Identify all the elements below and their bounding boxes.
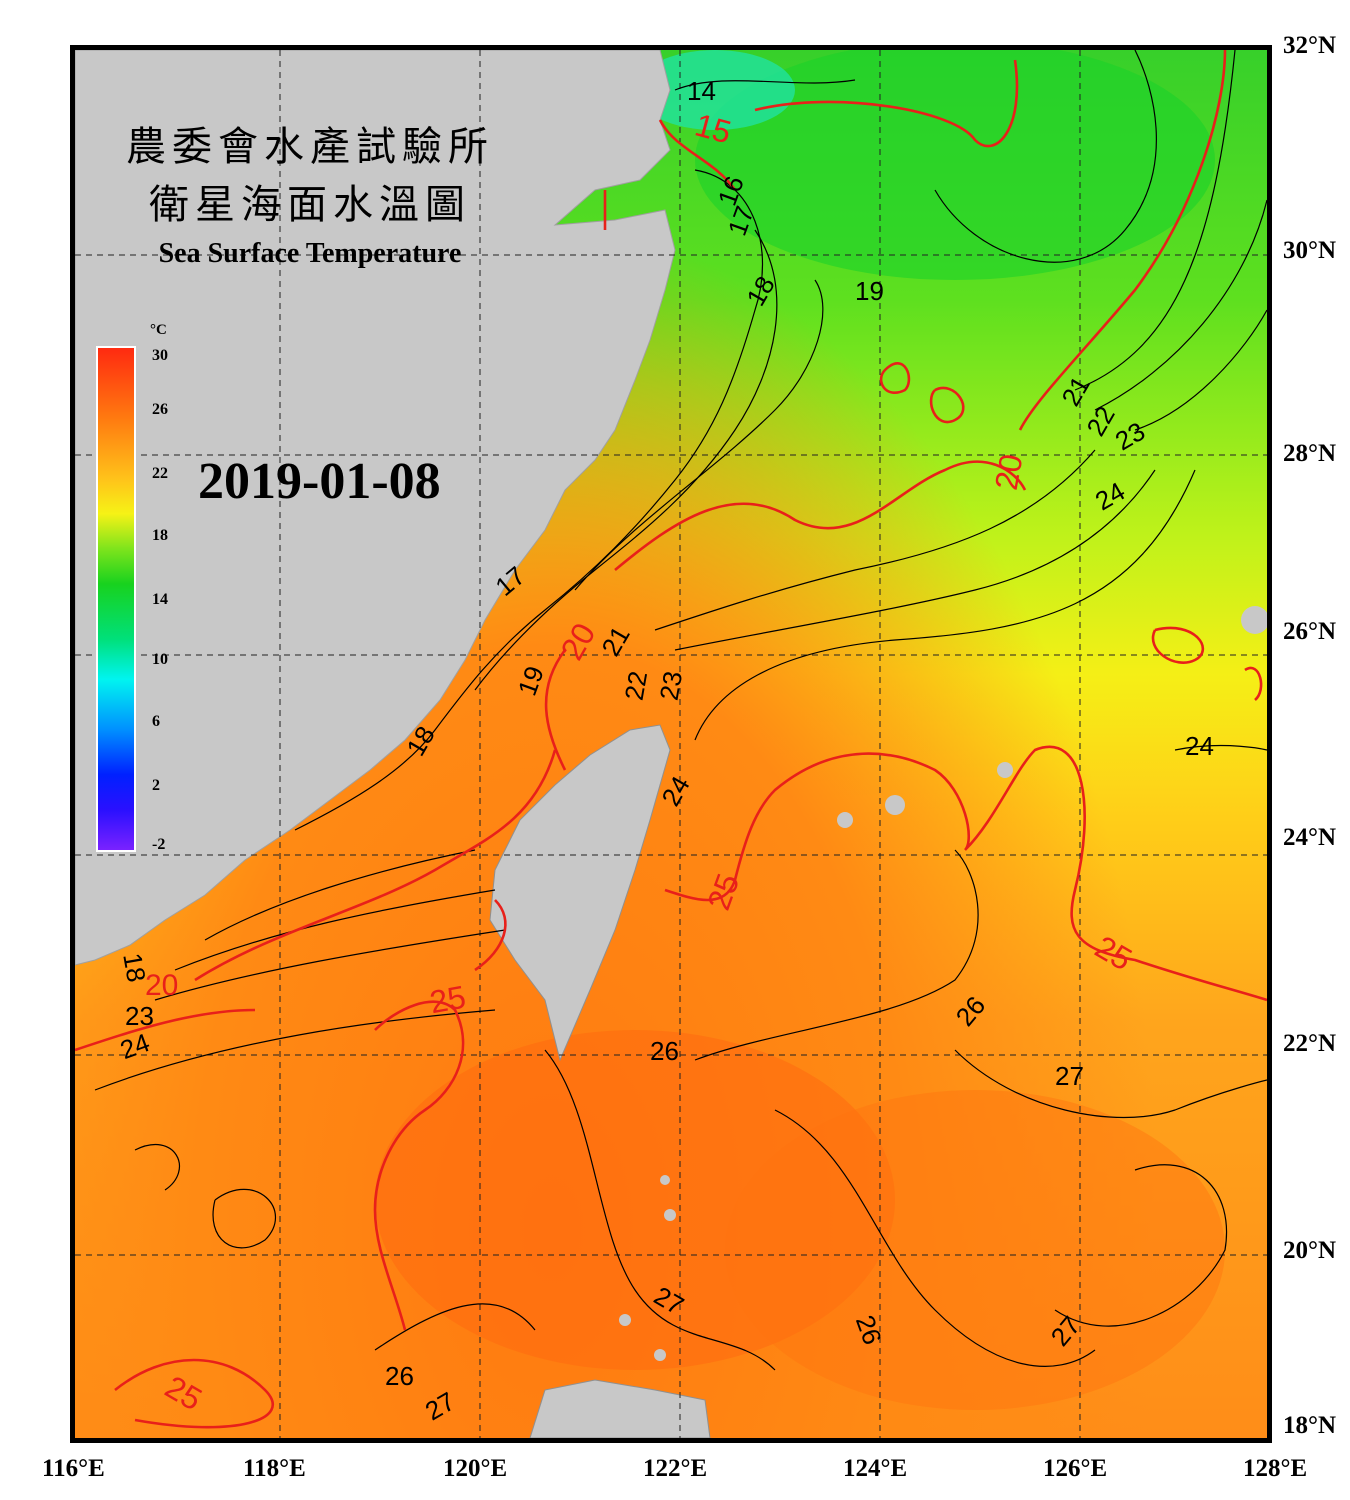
sst-map-svg: 14 15 16 17 18 19 21 22 23 24 20 17 20 2… (75, 50, 1267, 1438)
lat-label: 28°N (1283, 440, 1337, 467)
colorbar-tick: 2 (152, 777, 160, 794)
colorbar-unit: °C (150, 322, 167, 338)
contour-label: 23 (654, 669, 689, 703)
colorbar (96, 346, 136, 852)
lon-label: 128°E (1243, 1455, 1308, 1482)
colorbar-tick: 18 (152, 527, 168, 544)
lat-label: 24°N (1283, 824, 1337, 851)
island (885, 795, 905, 815)
contour-label: 26 (385, 1361, 414, 1391)
island (660, 1175, 670, 1185)
contour-label: 24 (116, 1027, 153, 1065)
black-isotherms (94, 50, 1267, 1371)
lon-label: 118°E (243, 1455, 306, 1482)
colorbar-tick: 22 (152, 465, 168, 482)
lat-label: 20°N (1283, 1237, 1337, 1264)
contour-label: 14 (687, 76, 716, 106)
island (619, 1314, 631, 1326)
taiwan-land (489, 724, 671, 1062)
island (1241, 606, 1267, 634)
contour-label: 24 (1185, 731, 1214, 761)
lon-label: 122°E (643, 1455, 708, 1482)
island (664, 1209, 676, 1221)
island (837, 812, 853, 828)
warm-pool (725, 1090, 1225, 1410)
colorbar-tick: 30 (152, 347, 168, 364)
title-zh-institute: 農委會水產試驗所 (126, 124, 494, 170)
lon-label: 124°E (843, 1455, 908, 1482)
title-en: Sea Surface Temperature (158, 238, 462, 269)
contour-label: 27 (1055, 1061, 1084, 1091)
contour-label: 19 (512, 662, 550, 699)
lon-label: 126°E (1043, 1455, 1108, 1482)
lon-label: 116°E (42, 1455, 105, 1482)
lat-label: 26°N (1283, 618, 1337, 645)
mainland-land (75, 50, 676, 966)
map-date: 2019-01-08 (198, 453, 441, 510)
title-block: 農委會水產試驗所 衛星海面水溫圖 Sea Surface Temperature (105, 118, 515, 270)
island (654, 1349, 666, 1361)
cool-pool (695, 50, 1215, 280)
contour-label: 19 (855, 276, 884, 306)
contour-label: 25 (1089, 929, 1138, 978)
colorbar-tick: 6 (152, 713, 160, 730)
contour-label: 21 (1055, 371, 1095, 411)
lat-label: 32°N (1283, 32, 1337, 59)
graticule (75, 50, 1267, 1438)
contour-label: 25 (700, 869, 746, 915)
contour-label: 25 (427, 979, 468, 1021)
contour-label: 26 (650, 1036, 679, 1066)
contour-label: 22 (619, 669, 654, 703)
colorbar-tick: 14 (152, 591, 168, 608)
lat-label: 22°N (1283, 1030, 1337, 1057)
title-zh-map: 衛星海面水溫圖 (149, 182, 471, 228)
colorbar-tick: 26 (152, 401, 168, 418)
lat-label: 30°N (1283, 237, 1337, 264)
contour-label: 20 (988, 451, 1030, 492)
colorbar-tick: -2 (152, 836, 166, 853)
lon-label: 120°E (443, 1455, 508, 1482)
lat-label: 18°N (1283, 1412, 1337, 1439)
luzon-land (529, 1379, 711, 1438)
contour-label: 25 (159, 1369, 208, 1418)
contour-label: 20 (145, 969, 178, 1002)
red-isotherms (75, 50, 1267, 1429)
colorbar-tick: 10 (152, 651, 168, 668)
island (997, 762, 1013, 778)
warm-pool (375, 1030, 895, 1370)
contour-label: 20 (554, 617, 603, 666)
contour-label: 26 (950, 990, 992, 1031)
contour-label: 24 (1090, 476, 1130, 516)
contour-label: 18 (117, 951, 152, 985)
contour-label: 23 (125, 1001, 154, 1031)
contour-label: 27 (420, 1386, 460, 1426)
sst-map: 14 15 16 17 18 19 21 22 23 24 20 17 20 2… (70, 45, 1272, 1443)
